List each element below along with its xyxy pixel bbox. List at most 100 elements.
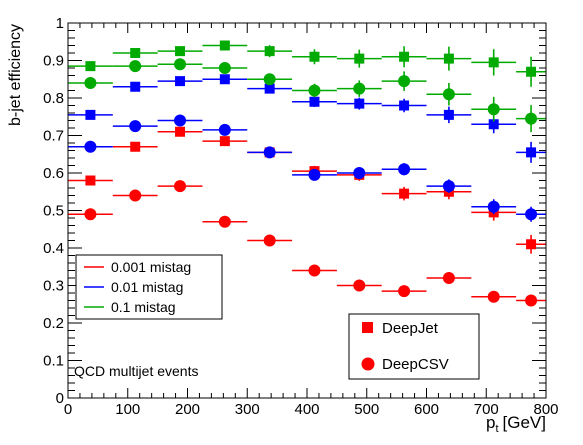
data-point-circle xyxy=(487,290,500,303)
data-point-square xyxy=(488,119,499,130)
x-tick-label-800: 800 xyxy=(533,401,558,418)
data-point-circle xyxy=(442,180,455,193)
axes: 0 100 200 300 400 500 600 700 800 0 0.1 0.2 0.3 0.4 0.… xyxy=(43,15,558,418)
y-tick-label-0.6: 0.6 xyxy=(43,165,64,182)
data-point-square xyxy=(130,48,141,58)
data-point-circle xyxy=(218,62,231,74)
legend-circle-marker xyxy=(361,357,375,371)
data-point-square xyxy=(399,188,410,199)
data-point-square xyxy=(130,81,141,92)
data-point-square xyxy=(526,66,537,77)
legend-mistag: 0.001 mistag 0.01 mistag 0.1 mistag xyxy=(75,254,223,320)
data-point-square xyxy=(443,109,454,120)
data-point-circle xyxy=(353,82,366,95)
legend-label-0.01: 0.01 mistag xyxy=(111,279,183,295)
data-point-square xyxy=(175,46,186,57)
series-deepjet-0.1 xyxy=(68,40,546,87)
data-point-square xyxy=(130,141,141,152)
legend-label-0.1: 0.1 mistag xyxy=(111,299,176,315)
x-axis-label-symbol: p xyxy=(486,413,495,432)
data-point-square xyxy=(85,175,96,186)
data-point-circle xyxy=(525,112,538,125)
data-point-circle xyxy=(442,88,455,101)
x-tick-label-200: 200 xyxy=(175,401,200,418)
x-tick-label-400: 400 xyxy=(294,401,319,418)
y-tick-label-0.8: 0.8 xyxy=(43,90,64,107)
data-point-circle xyxy=(218,215,231,228)
data-point-square xyxy=(175,126,186,137)
data-point-circle xyxy=(263,146,276,159)
data-point-circle xyxy=(84,208,97,221)
data-point-circle xyxy=(174,114,187,127)
x-axis-label-unit: [GeV] xyxy=(503,413,546,432)
y-tick-label-0.4: 0.4 xyxy=(43,240,64,257)
x-tick-label-700: 700 xyxy=(474,401,499,418)
data-point-circle xyxy=(398,285,411,298)
data-point-circle xyxy=(487,200,500,213)
legend-tagger-label-deepcsv: DeepCSV xyxy=(382,356,449,373)
legend-square-marker xyxy=(362,322,373,333)
data-point-square xyxy=(354,98,365,109)
data-point-square xyxy=(219,74,230,85)
data-point-circle xyxy=(308,84,321,97)
y-tick-label-0.5: 0.5 xyxy=(43,203,64,220)
series-deepcsv-0.1 xyxy=(68,58,546,133)
data-point-circle xyxy=(263,73,276,86)
data-point-square xyxy=(219,136,230,147)
x-axis-label: pt [GeV] xyxy=(486,413,546,435)
x-tick-label-500: 500 xyxy=(354,401,379,418)
data-point-square xyxy=(488,57,499,68)
data-point-circle xyxy=(174,180,187,193)
x-tick-label-300: 300 xyxy=(235,401,260,418)
data-point-circle xyxy=(218,123,231,136)
data-point-circle xyxy=(174,58,187,71)
data-point-circle xyxy=(398,75,411,88)
data-point-square xyxy=(264,46,275,57)
data-point-square xyxy=(309,51,320,62)
data-point-circle xyxy=(84,77,97,89)
series-deepjet-0.01 xyxy=(68,74,546,163)
data-point-circle xyxy=(308,168,321,181)
data-point-circle xyxy=(353,167,366,179)
data-point-circle xyxy=(308,264,321,277)
data-point-circle xyxy=(487,103,500,116)
data-point-square xyxy=(175,76,186,87)
data-point-circle xyxy=(353,279,366,292)
data-point-square xyxy=(264,83,275,94)
legend-label-0.001: 0.001 mistag xyxy=(111,259,191,275)
y-tick-label-1: 1 xyxy=(56,15,64,32)
data-point-circle xyxy=(129,60,142,73)
data-marks xyxy=(68,40,546,307)
data-point-circle xyxy=(525,294,538,307)
data-point-square xyxy=(526,147,537,158)
data-point-square xyxy=(443,53,454,64)
annotation-text: QCD multijet events xyxy=(74,363,198,379)
y-tick-label-0: 0 xyxy=(56,390,64,407)
y-tick-label-0.2: 0.2 xyxy=(43,315,64,332)
y-tick-label-0.9: 0.9 xyxy=(43,53,64,70)
y-tick-label-0.7: 0.7 xyxy=(43,128,64,145)
data-point-circle xyxy=(263,234,276,247)
data-point-circle xyxy=(525,208,538,221)
data-point-square xyxy=(219,40,230,51)
data-point-circle xyxy=(398,163,411,176)
data-point-circle xyxy=(129,120,142,133)
data-point-square xyxy=(526,239,537,250)
legend-tagger: DeepJet DeepCSV xyxy=(348,313,480,380)
data-point-square xyxy=(85,61,96,72)
data-point-square xyxy=(85,109,96,120)
y-tick-label-0.1: 0.1 xyxy=(43,353,64,370)
data-point-circle xyxy=(84,140,97,153)
x-tick-label-100: 100 xyxy=(115,401,140,418)
x-tick-label-600: 600 xyxy=(414,401,439,418)
data-point-square xyxy=(354,53,365,64)
legend-tagger-label-deepjet: DeepJet xyxy=(382,320,439,337)
data-point-square xyxy=(399,100,410,111)
data-point-circle xyxy=(442,272,455,284)
y-axis-label: b-jet efficiency xyxy=(7,24,24,126)
y-tick-label-0.3: 0.3 xyxy=(43,278,64,295)
data-point-square xyxy=(309,96,320,107)
data-point-circle xyxy=(129,189,142,202)
data-point-square xyxy=(399,51,410,62)
